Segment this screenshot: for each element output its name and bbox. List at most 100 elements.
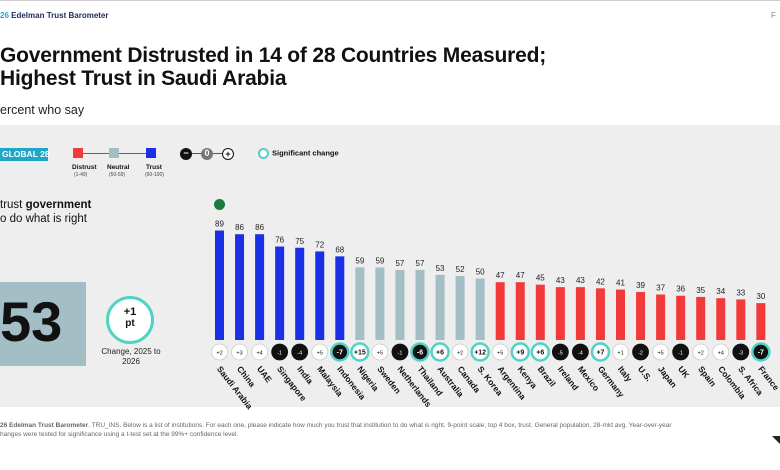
title-line-1: Government Distrusted in 14 of 28 Countr… xyxy=(0,44,547,67)
bar-value-label: 75 xyxy=(295,237,304,246)
top-divider xyxy=(0,0,780,1)
bar xyxy=(535,284,545,340)
bar-value-label: 86 xyxy=(255,223,264,232)
question-line-2: o do what is right xyxy=(0,213,87,225)
color-scale-legend: Distrust (1-49) Neutral (50-59) Trust (6… xyxy=(68,146,164,186)
bar-value-label: 33 xyxy=(736,288,745,297)
bar-value-label: 59 xyxy=(355,256,364,265)
question-label: trust government o do what is right xyxy=(0,198,91,226)
bar xyxy=(455,276,465,340)
question-bold: government xyxy=(25,199,92,211)
bar-value-label: 89 xyxy=(215,220,224,229)
bar-value-label: 59 xyxy=(375,256,384,265)
category-label: Japan xyxy=(656,364,679,390)
change-marker xyxy=(451,343,469,361)
bar xyxy=(415,269,425,340)
global-badge: GLOBAL 28 xyxy=(0,148,50,161)
change-marker xyxy=(251,343,269,361)
change-value: +1 xyxy=(123,306,137,318)
global-value: 53 xyxy=(0,290,63,353)
bar-value-label: 72 xyxy=(315,240,324,249)
change-marker xyxy=(391,343,409,361)
neutral-label: Neutral xyxy=(107,164,130,171)
bar-value-label: 52 xyxy=(456,265,465,274)
bar-value-label: 34 xyxy=(716,287,725,296)
change-marker xyxy=(371,343,389,361)
change-marker-label: +5 xyxy=(377,351,383,357)
change-marker-label: +4 xyxy=(718,351,724,357)
change-direction-legend: − 0 + xyxy=(180,147,236,161)
change-marker xyxy=(590,342,611,362)
bar xyxy=(255,234,265,340)
change-marker xyxy=(572,343,589,361)
change-marker xyxy=(291,343,309,361)
question-prefix: trust xyxy=(0,199,26,211)
category-label: Brazil xyxy=(536,364,558,388)
category-label: UAE xyxy=(255,364,274,385)
change-marker-label: -7 xyxy=(337,350,343,357)
change-circle: +1 pt xyxy=(106,296,154,344)
change-marker-label: -3 xyxy=(738,351,743,357)
change-marker-label: +12 xyxy=(474,350,486,357)
distrust-swatch xyxy=(73,148,83,158)
trust-swatch xyxy=(146,148,156,158)
bar-value-label: 45 xyxy=(536,274,545,283)
brand-header: 26 Edelman Trust Barometer xyxy=(0,11,109,20)
change-marker xyxy=(211,343,228,361)
bar-value-label: 57 xyxy=(416,259,425,268)
category-label: UK xyxy=(676,364,692,381)
bar-value-label: 47 xyxy=(516,271,525,280)
category-label: U.S. xyxy=(636,364,654,383)
minus-icon: − xyxy=(180,148,192,160)
bar xyxy=(595,288,605,340)
change-marker xyxy=(732,343,750,361)
zero-icon: 0 xyxy=(201,148,213,160)
change-marker xyxy=(470,342,490,362)
bar xyxy=(636,292,646,340)
bar-value-label: 47 xyxy=(496,271,505,280)
bar-value-label: 39 xyxy=(636,281,645,290)
bar xyxy=(235,234,245,340)
bar xyxy=(475,278,485,340)
change-marker-label: +4 xyxy=(256,351,262,357)
change-marker xyxy=(692,343,710,361)
change-marker-label: +15 xyxy=(354,350,366,357)
plus-icon: + xyxy=(222,148,234,160)
bar xyxy=(756,303,766,340)
bar xyxy=(575,287,585,340)
change-marker xyxy=(330,342,350,362)
bar xyxy=(676,295,686,340)
change-marker xyxy=(311,343,329,361)
bar xyxy=(696,296,706,340)
bar xyxy=(515,282,525,340)
global-value-box xyxy=(0,282,86,366)
significant-change-legend: Significant change xyxy=(258,148,339,159)
bar xyxy=(435,274,445,340)
change-marker xyxy=(712,343,730,361)
bar-value-label: 42 xyxy=(596,277,605,286)
bar xyxy=(495,282,505,340)
bar xyxy=(736,299,746,340)
change-marker xyxy=(350,342,370,362)
brand-year: 26 xyxy=(0,11,9,20)
change-marker xyxy=(672,343,690,361)
change-marker-label: +5 xyxy=(317,351,323,357)
change-marker xyxy=(430,342,450,362)
bar xyxy=(555,287,565,340)
change-marker-label: +7 xyxy=(596,350,604,357)
change-marker-label: +1 xyxy=(617,351,623,357)
change-marker xyxy=(751,342,771,362)
distrust-range: (1-49) xyxy=(74,172,88,178)
neutral-range: (50-59) xyxy=(109,172,126,178)
neutral-swatch xyxy=(109,148,119,158)
bar-value-label: 76 xyxy=(275,236,284,245)
page-title: Government Distrusted in 14 of 28 Countr… xyxy=(0,44,546,90)
distrust-label: Distrust xyxy=(72,164,97,171)
bar-value-label: 41 xyxy=(616,279,625,288)
change-marker xyxy=(231,343,248,361)
change-marker-label: +6 xyxy=(436,350,444,357)
bar xyxy=(375,267,385,340)
corner-arrow-icon xyxy=(772,436,780,444)
bar xyxy=(616,289,625,340)
